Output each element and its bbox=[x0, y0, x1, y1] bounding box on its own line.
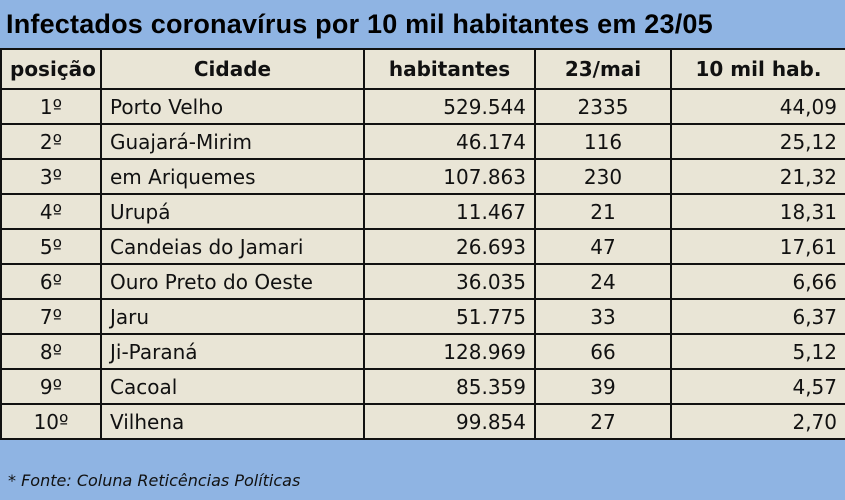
cell-population: 11.467 bbox=[363, 193, 536, 230]
cell-rank: 2º bbox=[0, 123, 102, 160]
cell-city: Vilhena bbox=[100, 403, 365, 440]
cell-rank: 4º bbox=[0, 193, 102, 230]
cell-city: Urupá bbox=[100, 193, 365, 230]
table-row: 2º Guajará-Mirim 46.174 116 25,12 bbox=[0, 123, 845, 160]
cell-population: 107.863 bbox=[363, 158, 536, 195]
table-row: 10º Vilhena 99.854 27 2,70 bbox=[0, 403, 845, 440]
cell-cases: 39 bbox=[534, 368, 672, 405]
page-title: Infectados coronavírus por 10 mil habita… bbox=[0, 0, 845, 48]
cell-population: 51.775 bbox=[363, 298, 536, 335]
cell-rate: 6,37 bbox=[670, 298, 845, 335]
cell-rank: 3º bbox=[0, 158, 102, 195]
cell-city: Candeias do Jamari bbox=[100, 228, 365, 265]
cell-city: Ouro Preto do Oeste bbox=[100, 263, 365, 300]
cell-rank: 8º bbox=[0, 333, 102, 370]
cell-population: 46.174 bbox=[363, 123, 536, 160]
cell-rate: 17,61 bbox=[670, 228, 845, 265]
cell-rank: 9º bbox=[0, 368, 102, 405]
cell-cases: 47 bbox=[534, 228, 672, 265]
table-row: 4º Urupá 11.467 21 18,31 bbox=[0, 193, 845, 230]
cell-cases: 2335 bbox=[534, 88, 672, 125]
cell-rate: 5,12 bbox=[670, 333, 845, 370]
col-header-casos: 23/mai bbox=[534, 48, 672, 90]
col-header-habitantes: habitantes bbox=[363, 48, 536, 90]
table-row: 3º em Ariquemes 107.863 230 21,32 bbox=[0, 158, 845, 195]
table-row: 6º Ouro Preto do Oeste 36.035 24 6,66 bbox=[0, 263, 845, 300]
cell-rate: 2,70 bbox=[670, 403, 845, 440]
table-row: 5º Candeias do Jamari 26.693 47 17,61 bbox=[0, 228, 845, 265]
cell-rank: 10º bbox=[0, 403, 102, 440]
cell-rate: 18,31 bbox=[670, 193, 845, 230]
cell-cases: 66 bbox=[534, 333, 672, 370]
cell-cases: 230 bbox=[534, 158, 672, 195]
cell-population: 36.035 bbox=[363, 263, 536, 300]
cell-cases: 33 bbox=[534, 298, 672, 335]
col-header-taxa: 10 mil hab. bbox=[670, 48, 845, 90]
table-row: 9º Cacoal 85.359 39 4,57 bbox=[0, 368, 845, 405]
cell-rate: 44,09 bbox=[670, 88, 845, 125]
cell-rank: 7º bbox=[0, 298, 102, 335]
cell-population: 128.969 bbox=[363, 333, 536, 370]
cell-rate: 4,57 bbox=[670, 368, 845, 405]
cell-population: 85.359 bbox=[363, 368, 536, 405]
cell-rank: 1º bbox=[0, 88, 102, 125]
cell-cases: 27 bbox=[534, 403, 672, 440]
cell-population: 529.544 bbox=[363, 88, 536, 125]
cell-city: Jaru bbox=[100, 298, 365, 335]
data-table: posição Cidade habitantes 23/mai 10 mil … bbox=[0, 48, 845, 440]
cell-city: Guajará-Mirim bbox=[100, 123, 365, 160]
col-header-posicao: posição bbox=[0, 48, 102, 90]
cell-rank: 5º bbox=[0, 228, 102, 265]
table-row: 1º Porto Velho 529.544 2335 44,09 bbox=[0, 88, 845, 125]
table-row: 7º Jaru 51.775 33 6,37 bbox=[0, 298, 845, 335]
source-note: * Fonte: Coluna Reticências Políticas bbox=[8, 471, 301, 490]
cell-rate: 6,66 bbox=[670, 263, 845, 300]
cell-cases: 116 bbox=[534, 123, 672, 160]
cell-population: 26.693 bbox=[363, 228, 536, 265]
header-row: posição Cidade habitantes 23/mai 10 mil … bbox=[0, 48, 845, 90]
cell-city: Cacoal bbox=[100, 368, 365, 405]
cell-population: 99.854 bbox=[363, 403, 536, 440]
cell-city: Ji-Paraná bbox=[100, 333, 365, 370]
cell-cases: 21 bbox=[534, 193, 672, 230]
cell-cases: 24 bbox=[534, 263, 672, 300]
cell-rate: 21,32 bbox=[670, 158, 845, 195]
cell-rate: 25,12 bbox=[670, 123, 845, 160]
table-row: 8º Ji-Paraná 128.969 66 5,12 bbox=[0, 333, 845, 370]
col-header-cidade: Cidade bbox=[100, 48, 365, 90]
cell-city: Porto Velho bbox=[100, 88, 365, 125]
cell-city: em Ariquemes bbox=[100, 158, 365, 195]
cell-rank: 6º bbox=[0, 263, 102, 300]
